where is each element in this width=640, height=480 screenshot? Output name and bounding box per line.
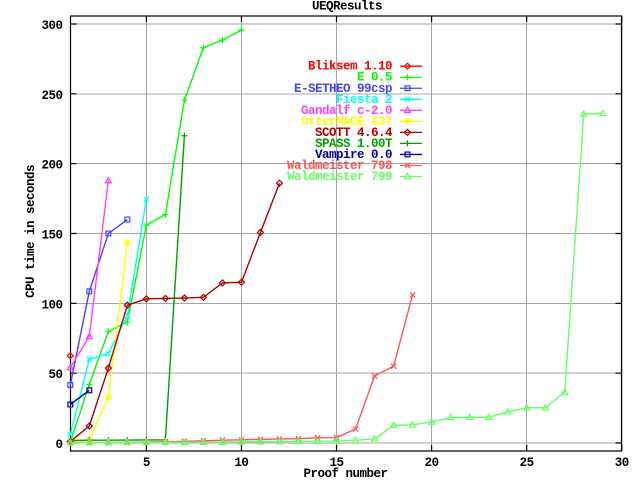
svg-text:300: 300 — [41, 19, 62, 33]
svg-text:SCOTT 4.6.4: SCOTT 4.6.4 — [315, 126, 393, 140]
svg-text:150: 150 — [41, 229, 62, 243]
svg-text:200: 200 — [41, 159, 62, 173]
svg-text:Proof number: Proof number — [303, 467, 387, 480]
svg-text:UEQResults: UEQResults — [312, 0, 382, 14]
svg-text:OtterMACE 437: OtterMACE 437 — [301, 115, 392, 129]
svg-text:Fiesta 2: Fiesta 2 — [336, 93, 392, 107]
svg-text:250: 250 — [41, 89, 62, 103]
svg-text:Bliksem 1.10: Bliksem 1.10 — [308, 60, 392, 74]
svg-text:CPU time in seconds: CPU time in seconds — [24, 165, 38, 298]
svg-text:50: 50 — [48, 368, 62, 382]
svg-text:20: 20 — [425, 456, 439, 470]
svg-text:5: 5 — [143, 456, 150, 470]
svg-text:Gandalf c-2.0: Gandalf c-2.0 — [301, 104, 392, 118]
svg-text:E-SETHEO 99csp: E-SETHEO 99csp — [294, 82, 392, 96]
svg-text:0: 0 — [55, 438, 62, 452]
svg-text:25: 25 — [520, 456, 534, 470]
svg-text:Waldmeister 798: Waldmeister 798 — [287, 159, 392, 173]
svg-text:100: 100 — [41, 298, 62, 312]
svg-text:E 0.5: E 0.5 — [357, 71, 392, 85]
svg-text:10: 10 — [234, 456, 248, 470]
svg-text:SPASS 1.00T: SPASS 1.00T — [315, 137, 393, 151]
svg-text:Waldmeister 799: Waldmeister 799 — [287, 170, 392, 184]
svg-text:15: 15 — [330, 456, 344, 470]
svg-text:Vampire 0.0: Vampire 0.0 — [315, 148, 392, 162]
svg-text:30: 30 — [615, 456, 629, 470]
